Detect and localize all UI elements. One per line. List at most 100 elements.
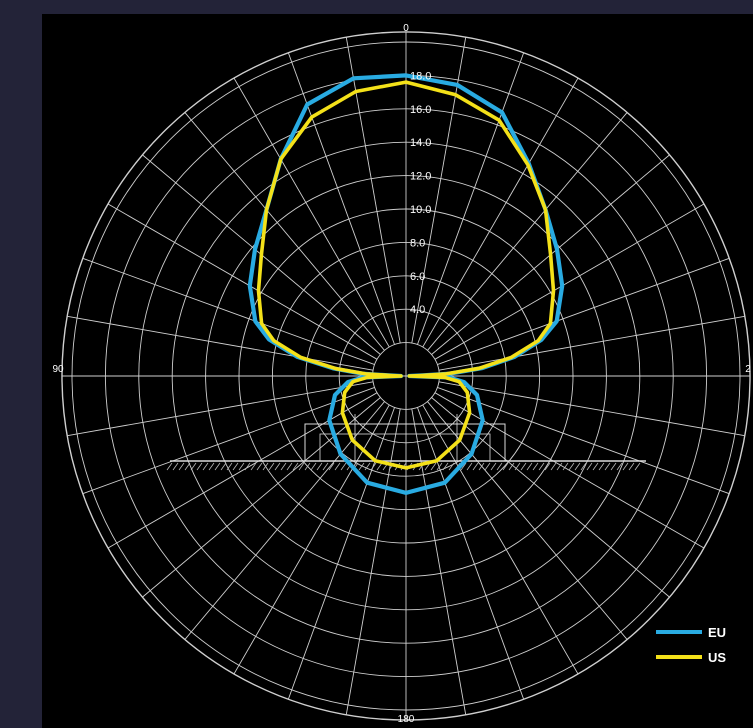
ground-hatch	[580, 462, 587, 471]
ground-hatch	[556, 462, 563, 471]
ground-hatch	[304, 462, 311, 471]
ground-hatch	[328, 462, 335, 471]
ground-hatch	[214, 462, 221, 471]
ground-hatch	[574, 462, 581, 471]
radial-tick-label: 16.0	[410, 104, 431, 116]
radial-tick-label: 4.0	[410, 304, 425, 316]
grid-spoke	[287, 407, 395, 700]
ground-hatch	[598, 462, 605, 471]
grid-spoke	[437, 387, 730, 495]
ground-hatch	[628, 462, 635, 471]
ground-hatch	[610, 462, 617, 471]
grid-spoke	[411, 408, 467, 715]
ground-hatch	[364, 462, 371, 471]
mounting-illustration	[166, 414, 646, 471]
grid-spoke	[431, 397, 670, 598]
radial-tick-label: 8.0	[410, 237, 425, 249]
ground-hatch	[430, 462, 437, 471]
ground-hatch	[292, 462, 299, 471]
ground-hatch	[190, 462, 197, 471]
radial-tick-label: 10.0	[410, 204, 431, 216]
ground-hatch	[376, 462, 383, 471]
legend-label-us: US	[708, 650, 726, 665]
grid-spoke	[345, 37, 401, 344]
grid-labels: 4.0 6.0 8.0 10.0 12.0 14.0 16.0 18.0 0 90 180 2	[52, 23, 751, 725]
ground-hatch	[322, 462, 329, 471]
legend-label-eu: EU	[708, 625, 726, 640]
ground-hatch	[220, 462, 227, 471]
ground-hatch	[586, 462, 593, 471]
ground-hatch	[622, 462, 629, 471]
grid-spoke	[427, 112, 628, 351]
grid-spoke	[82, 257, 375, 365]
angle-label-180: 180	[398, 714, 415, 725]
ground-hatch	[178, 462, 185, 471]
ground-hatch	[184, 462, 191, 471]
ground-hatch	[370, 462, 377, 471]
ground-hatch	[538, 462, 545, 471]
ground-hatch	[448, 462, 455, 471]
grid-spoke	[434, 392, 705, 549]
polar-grid	[61, 31, 751, 721]
series-lines	[247, 73, 565, 495]
ground-hatch	[634, 462, 641, 471]
ground-hatch	[334, 462, 341, 471]
ground-hatch	[520, 462, 527, 471]
ground-hatch	[262, 462, 269, 471]
grid-spoke	[345, 408, 401, 715]
ground-hatch	[280, 462, 287, 471]
grid-spoke	[437, 257, 730, 365]
grid-spoke	[67, 315, 374, 371]
radial-tick-label: 12.0	[410, 171, 431, 183]
grid-spoke	[184, 112, 385, 351]
grid-spoke	[233, 77, 390, 348]
grid-spoke	[438, 315, 745, 371]
ground-hatch	[490, 462, 497, 471]
angle-label-0: 0	[403, 23, 409, 34]
grid-spoke	[142, 397, 381, 598]
ground-hatch	[616, 462, 623, 471]
series-eu-line	[247, 73, 565, 495]
ground-hatch	[208, 462, 215, 471]
ground-hatch	[256, 462, 263, 471]
ground-hatch	[550, 462, 557, 471]
grid-spoke	[417, 407, 525, 700]
radial-tick-label: 6.0	[410, 271, 425, 283]
grid-spoke	[67, 381, 374, 437]
ground-hatch	[166, 462, 173, 471]
polar-chart: 4.0 6.0 8.0 10.0 12.0 14.0 16.0 18.0 0 90 180 2 EU U…	[52, 23, 751, 725]
chart-area: 4.0 6.0 8.0 10.0 12.0 14.0 16.0 18.0 0 90 180 2 EU U…	[42, 14, 753, 728]
ground-hatch	[592, 462, 599, 471]
angle-label-270: 2	[745, 364, 751, 375]
ground-hatch	[202, 462, 209, 471]
grid-spoke	[422, 404, 579, 675]
ground-hatch	[460, 462, 467, 471]
legend: EU US	[656, 625, 726, 665]
ground-hatch	[514, 462, 521, 471]
ground-hatch	[274, 462, 281, 471]
ground-hatch	[250, 462, 257, 471]
grid-spoke	[417, 52, 525, 345]
ground-hatch	[340, 462, 347, 471]
ground-hatch	[358, 462, 365, 471]
ground-hatch	[502, 462, 509, 471]
grid-spoke	[107, 203, 378, 360]
series-us-line	[256, 80, 556, 470]
ground-hatch	[496, 462, 503, 471]
ground-hatch	[526, 462, 533, 471]
ground-hatch	[472, 462, 479, 471]
ground-hatch	[478, 462, 485, 471]
grid-spoke	[411, 37, 467, 344]
grid-spoke	[82, 387, 375, 495]
ground-hatch	[466, 462, 473, 471]
ground-hatch	[286, 462, 293, 471]
ground-hatch	[238, 462, 245, 471]
ground-hatch	[310, 462, 317, 471]
angle-label-90: 90	[52, 364, 64, 375]
radial-tick-label: 18.0	[410, 70, 431, 82]
ground-hatch	[484, 462, 491, 471]
grid-spoke	[422, 77, 579, 348]
grid-spoke	[233, 404, 390, 675]
ground-hatch	[442, 462, 449, 471]
radial-tick-label: 14.0	[410, 137, 431, 149]
